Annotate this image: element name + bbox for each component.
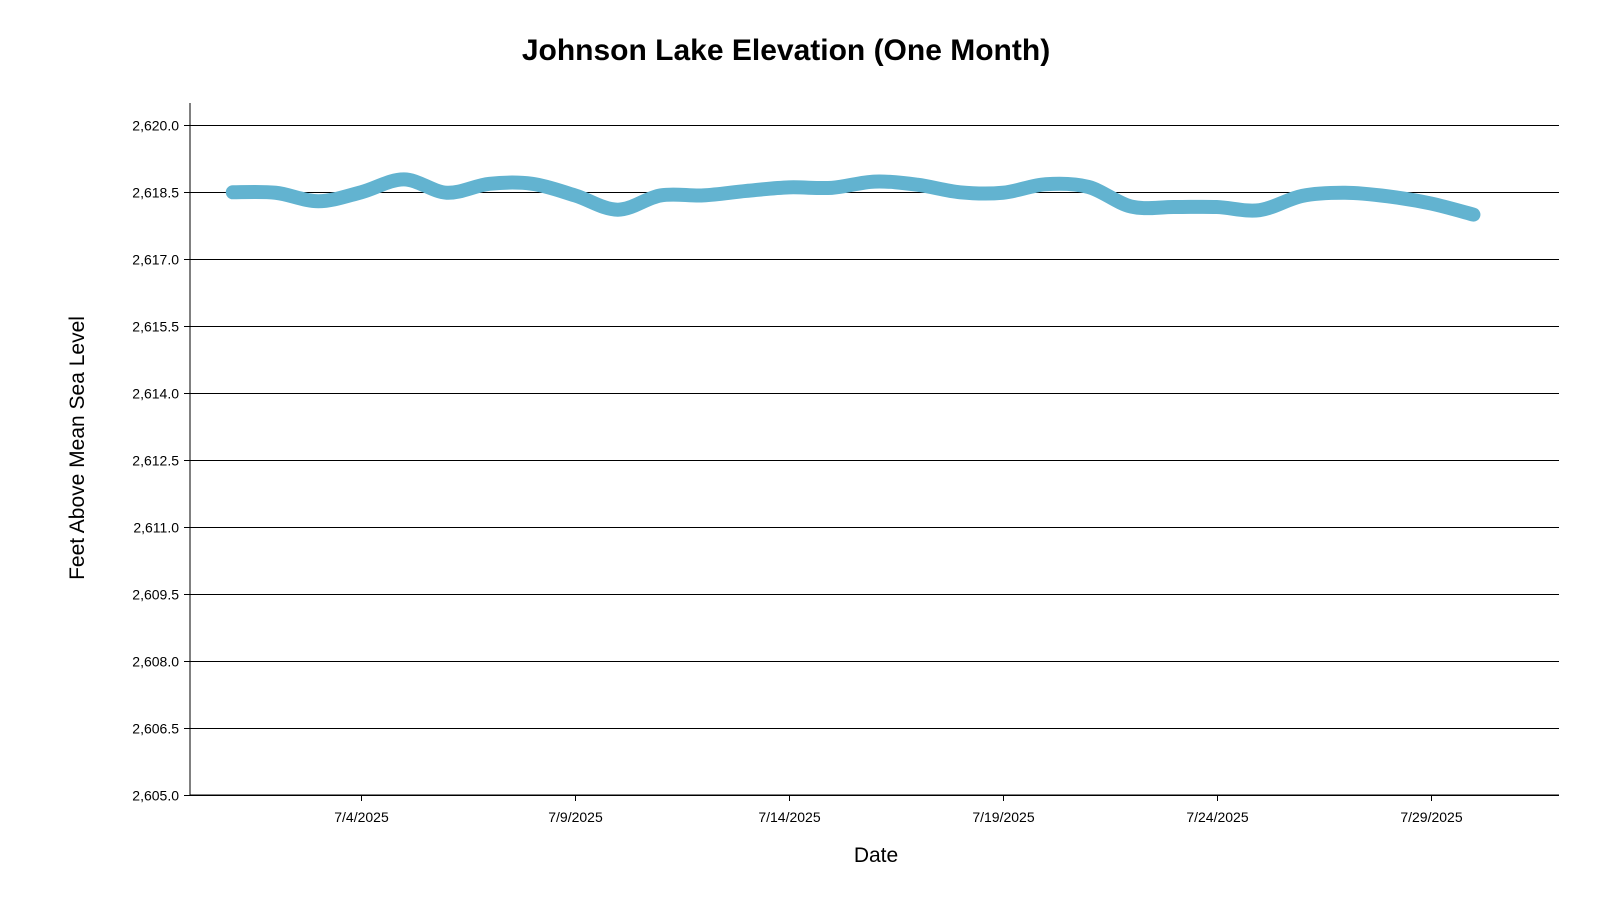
chart-title: Johnson Lake Elevation (One Month) [522, 34, 1050, 67]
series-line [225, 172, 1481, 222]
x-tick-label: 7/14/2025 [758, 809, 820, 825]
y-tick-label: 2,606.5 [132, 721, 179, 737]
y-tick-label: 2,609.5 [132, 587, 179, 603]
y-tick-label: 2,611.0 [133, 520, 179, 536]
y-tick-label: 2,614.0 [132, 386, 179, 402]
x-axis-title: Date [854, 844, 898, 867]
x-tick-label: 7/24/2025 [1186, 809, 1248, 825]
x-tick-label: 7/4/2025 [334, 809, 389, 825]
y-tick-label: 2,615.5 [132, 319, 179, 335]
y-tick-label: 2,605.0 [132, 788, 179, 804]
axes [189, 103, 1559, 796]
y-tick-label: 2,620.0 [132, 118, 179, 134]
x-tick-label: 7/19/2025 [972, 809, 1034, 825]
y-tick-label: 2,617.0 [132, 252, 179, 268]
y-axis-ticks: 2,605.0 2,606.5 2,608.0 2,609.5 2,611.0 2,612… [132, 118, 190, 804]
x-axis-ticks: 7/4/2025 7/9/2025 7/14/2025 7/19/2025 7/24/2… [334, 795, 1463, 825]
y-tick-label: 2,608.0 [132, 654, 179, 670]
x-tick-label: 7/29/2025 [1400, 809, 1462, 825]
series-layer [225, 172, 1481, 222]
x-tick-label: 7/9/2025 [548, 809, 603, 825]
y-axis-title: Feet Above Mean Sea Level [66, 316, 89, 580]
y-tick-label: 2,612.5 [132, 453, 179, 469]
y-tick-label: 2,618.5 [132, 185, 179, 201]
grid-lines [190, 125, 1559, 796]
